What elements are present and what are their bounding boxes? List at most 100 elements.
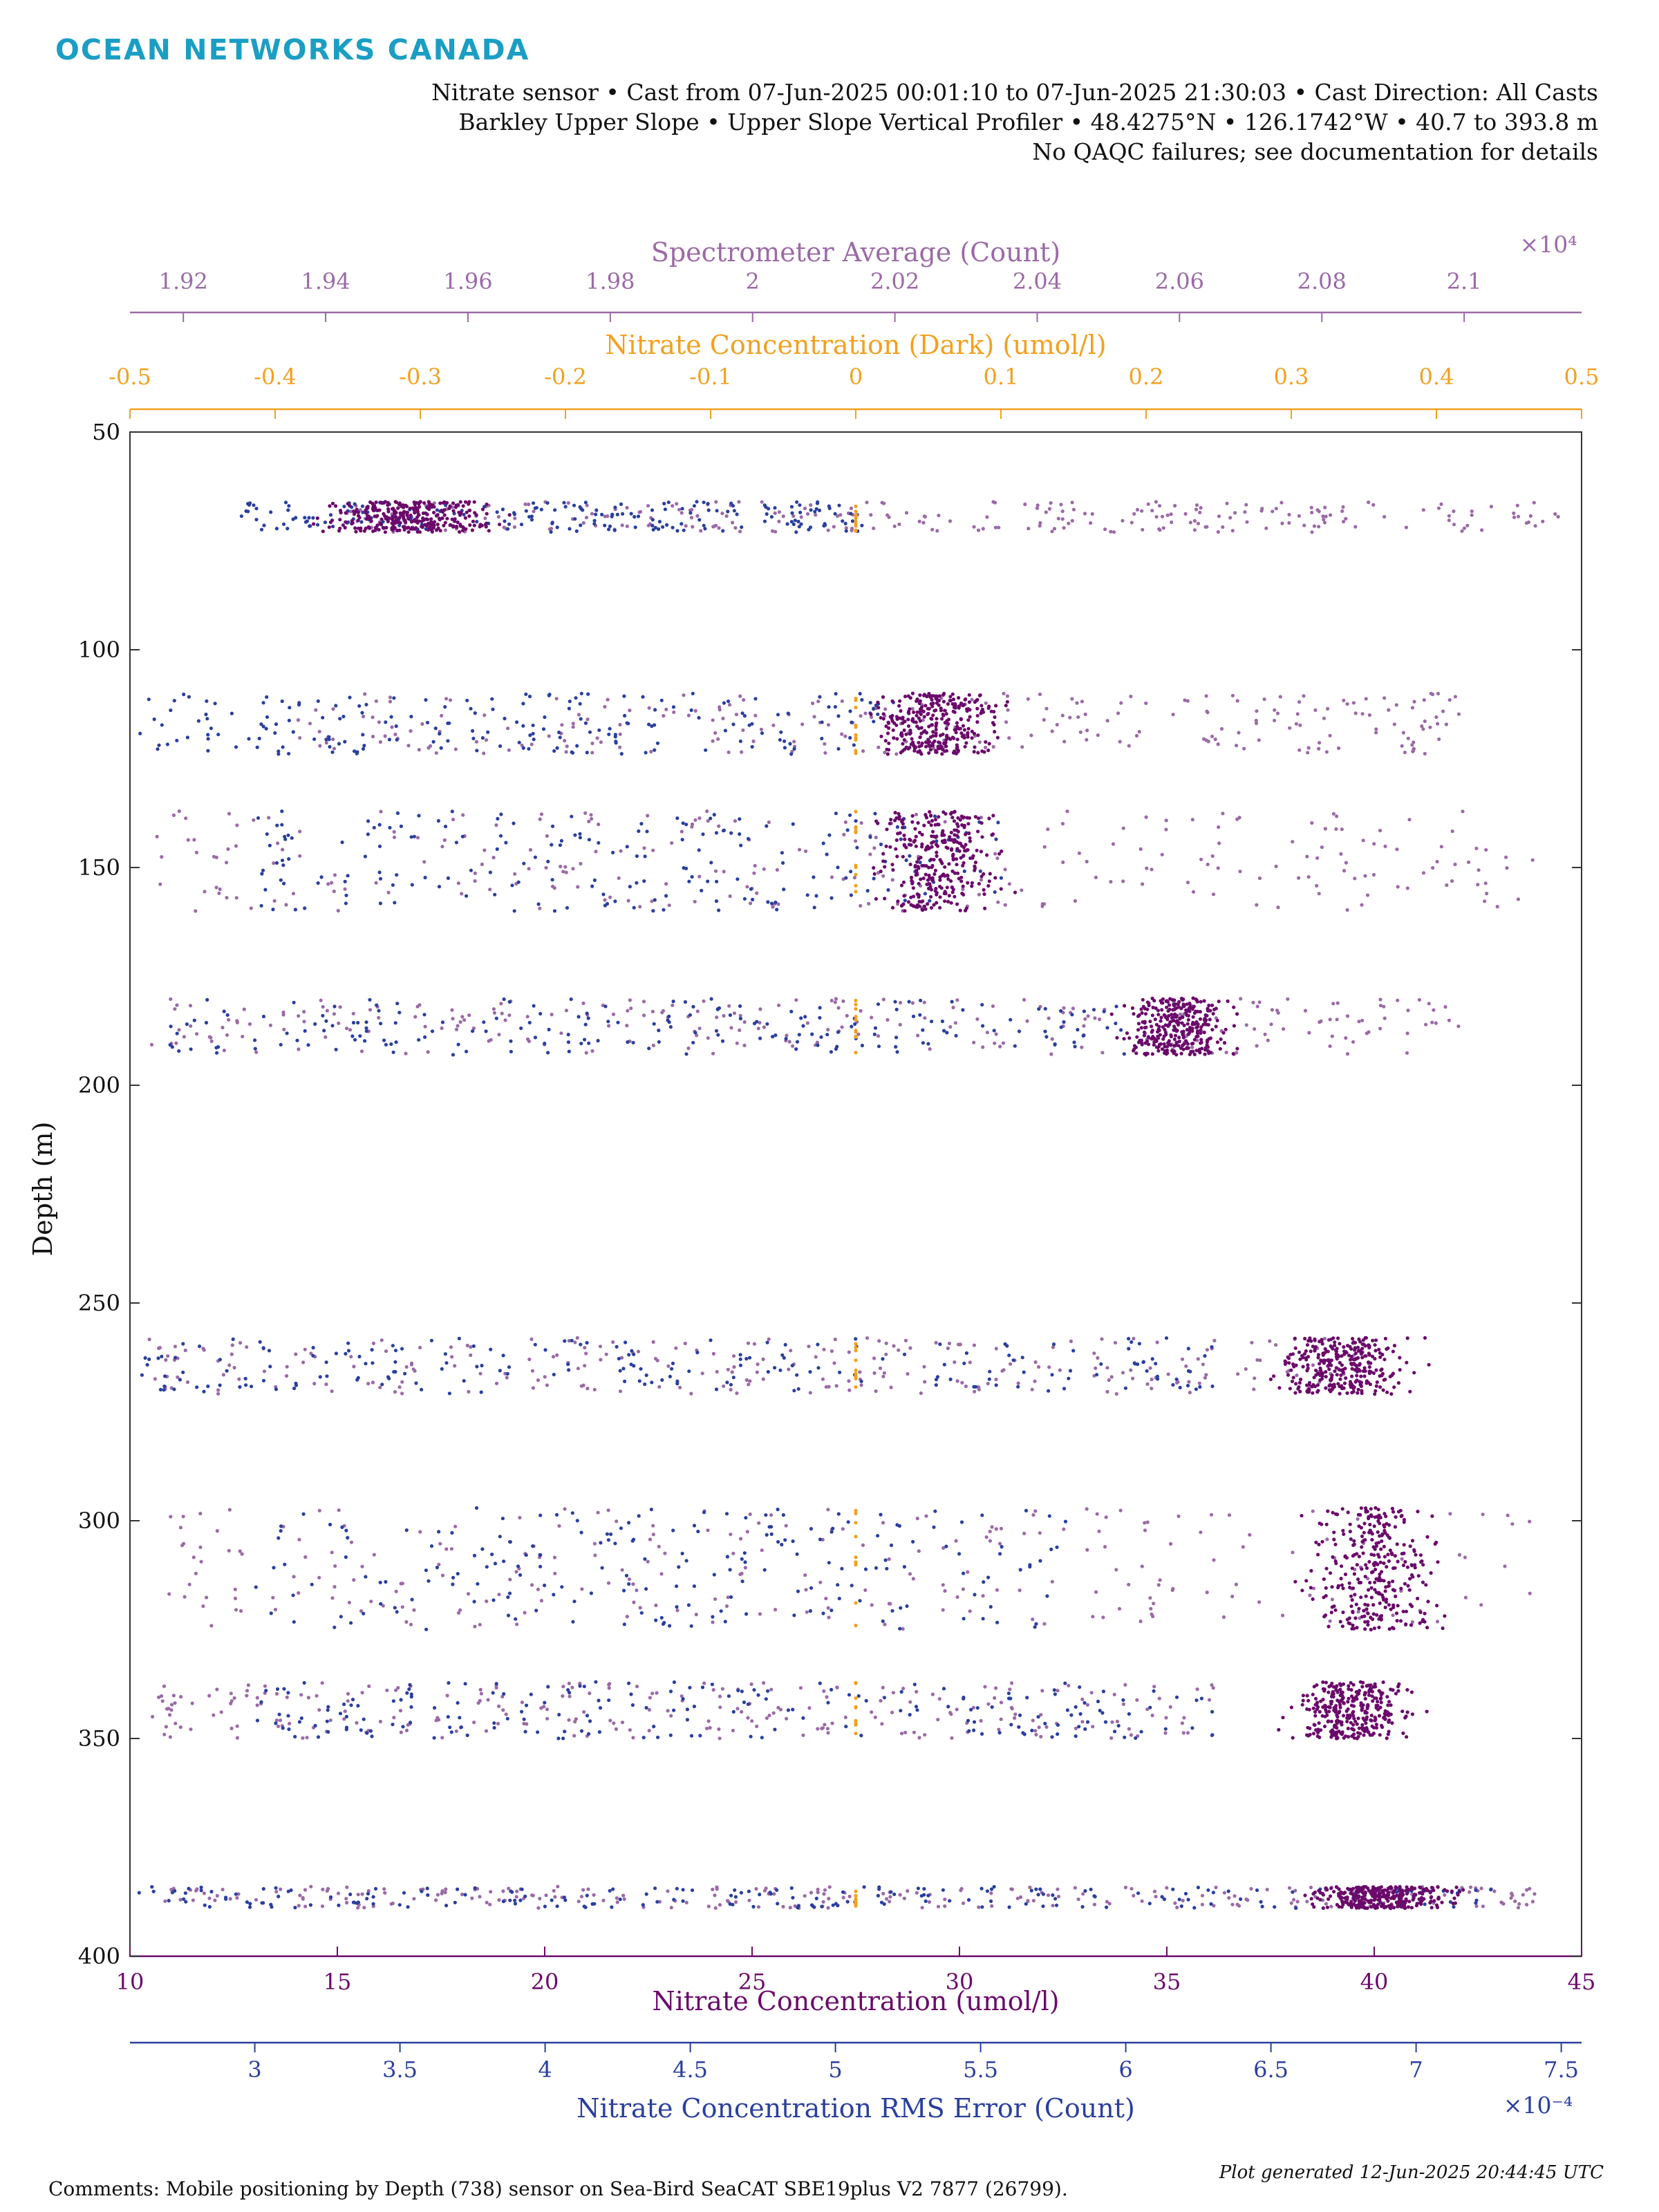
nitrate-point <box>890 699 894 704</box>
spectrometer-point <box>1275 711 1280 715</box>
rms-point <box>996 821 1000 825</box>
nitrate-point <box>895 854 899 859</box>
spectrometer-point <box>988 1539 992 1543</box>
nitrate-point <box>956 830 960 834</box>
nitrate-point <box>453 519 457 523</box>
spectrometer-point <box>1371 503 1376 507</box>
spectrometer-point <box>366 1382 371 1386</box>
spectrometer-point <box>404 1620 409 1624</box>
spectrometer-point <box>769 1513 774 1517</box>
nitrate-point <box>1333 1512 1338 1516</box>
spectrometer-point <box>986 1702 991 1706</box>
rms-point <box>568 700 572 704</box>
nitrate-point <box>977 816 981 821</box>
spectrometer-point <box>646 523 650 527</box>
rms-point <box>563 505 568 509</box>
dark-point <box>854 1342 858 1346</box>
spectrometer-point <box>240 1552 244 1556</box>
nitrate-point <box>1324 1370 1328 1374</box>
nitrate-point <box>941 829 945 833</box>
nitrate-point <box>1179 1046 1183 1050</box>
spectrometer-point <box>1070 500 1074 505</box>
spectrometer-point <box>554 697 559 701</box>
rms-point <box>1045 1594 1049 1598</box>
nitrate-point <box>1198 1017 1203 1021</box>
spectrometer-point <box>344 1027 349 1031</box>
nitrate-point <box>890 863 894 867</box>
rms-point <box>664 894 668 898</box>
spectrometer-point <box>1322 716 1327 720</box>
rms-point <box>792 1389 796 1393</box>
spectrometer-point <box>744 1378 749 1382</box>
spectrometer-point <box>1308 1593 1312 1597</box>
spectrometer-point <box>672 710 676 714</box>
rms-point <box>503 519 507 523</box>
spectrometer-point <box>182 1595 187 1599</box>
rms-point <box>611 850 615 854</box>
spectrometer-point <box>711 1051 715 1056</box>
nitrate-point <box>456 520 460 525</box>
spectrometer-point <box>752 871 756 875</box>
nitrate-point <box>1190 1007 1194 1011</box>
nitrate-point <box>1371 1603 1376 1607</box>
spectrometer-point <box>891 1691 895 1695</box>
spectrometer-point <box>663 1551 667 1555</box>
nitrate-point <box>958 908 962 912</box>
spectrometer-point <box>1504 855 1508 859</box>
rms-point <box>1038 1559 1042 1563</box>
spectrometer-point <box>1430 1020 1434 1024</box>
nitrate-point <box>1388 1548 1392 1553</box>
spectrometer-point <box>637 510 641 514</box>
nitrate-point <box>1366 1603 1370 1607</box>
spectrometer-point <box>858 1370 862 1374</box>
rms-point <box>981 1024 985 1028</box>
rms-point <box>782 746 787 750</box>
rms-point <box>1017 1029 1022 1033</box>
nitrate-point <box>1202 999 1206 1003</box>
nitrate-point <box>930 834 934 838</box>
spectrometer-point <box>997 525 1001 529</box>
spectrometer-point <box>418 1003 422 1007</box>
spectrometer-point <box>767 1714 771 1718</box>
spectrometer-point <box>699 529 703 533</box>
rms-point <box>717 908 721 912</box>
rms-point <box>469 706 473 711</box>
nitrate-point <box>1122 1037 1126 1041</box>
spectrometer-point <box>527 1357 532 1362</box>
nitrate-point <box>344 520 348 524</box>
spectrometer-point <box>297 1591 301 1595</box>
spectrometer-point <box>776 1705 780 1709</box>
spectrometer-point <box>1071 1006 1075 1011</box>
spectrometer-point <box>729 1387 733 1391</box>
nitrate-point <box>1389 1392 1394 1396</box>
rms-point <box>303 906 307 910</box>
spectrometer-point <box>977 740 982 744</box>
nitrate-point <box>954 731 958 735</box>
rms-point <box>271 908 275 912</box>
spectrometer-point <box>394 1688 398 1692</box>
rms-point <box>637 1379 641 1383</box>
nitrate-point <box>953 710 957 714</box>
rms-point <box>280 859 285 863</box>
rms-point <box>291 1593 295 1597</box>
rms-point <box>670 1367 674 1371</box>
nitrate-point <box>1323 1358 1327 1363</box>
spectrometer-point <box>834 997 838 1001</box>
nitrate-point <box>1416 1596 1420 1601</box>
spectrometer-point <box>773 511 777 516</box>
nitrate-point <box>1331 1555 1335 1559</box>
nitrate-point <box>944 735 949 739</box>
spectrometer-point <box>1503 1564 1507 1568</box>
spectrometer-point <box>1281 1613 1285 1618</box>
nitrate-point <box>367 516 371 521</box>
rms-point <box>185 735 189 740</box>
rms-point <box>163 1374 167 1378</box>
spectrometer-point <box>1297 700 1302 704</box>
rms-point <box>789 752 794 756</box>
spectrometer-point <box>935 529 939 533</box>
nitrate-point <box>1394 1611 1399 1615</box>
nitrate-point <box>1172 1012 1177 1016</box>
nitrate-point <box>1405 1360 1409 1365</box>
nitrate-point <box>1392 1344 1397 1348</box>
nitrate-point <box>1179 1051 1183 1056</box>
